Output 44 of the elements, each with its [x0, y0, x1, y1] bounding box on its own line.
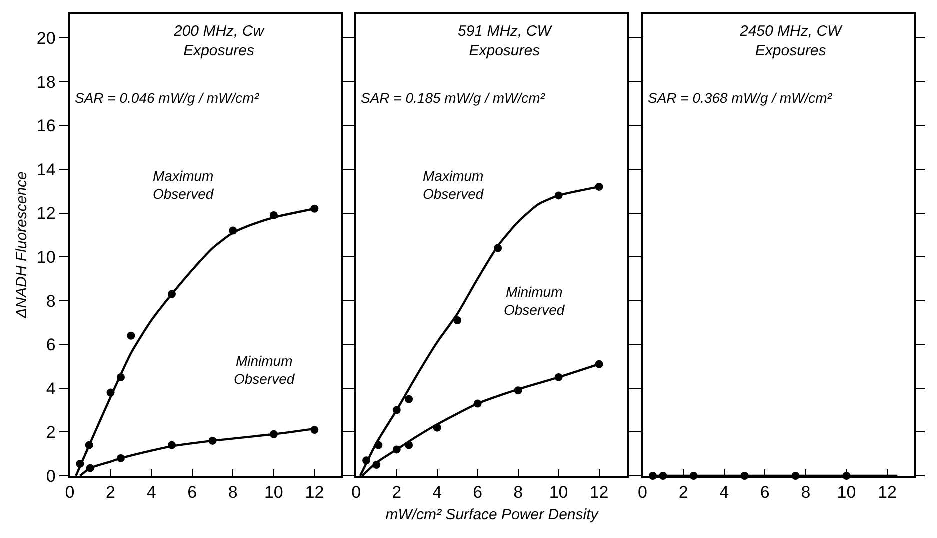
x-tick-label: 6 — [473, 483, 483, 502]
text: 591 MHz, CW Exposures — [458, 23, 554, 60]
x-tick-label: 2 — [678, 483, 688, 502]
annotation: Maximum Observed — [423, 168, 485, 202]
text: 200 MHz, Cw Exposures — [173, 23, 266, 60]
x-tick-label: 2 — [106, 483, 116, 502]
x-tick-label: 6 — [188, 483, 198, 502]
y-tick-label: 4 — [46, 379, 56, 398]
x-tick-label: 10 — [837, 483, 856, 502]
x-tick-label: 6 — [760, 483, 770, 502]
y-tick-label: 6 — [46, 336, 56, 355]
y-tick-label: 14 — [36, 160, 56, 180]
annotation: SAR = 0.046 mW/g / mW/cm² — [75, 90, 260, 106]
x-tick-label: 0 — [352, 483, 362, 502]
annotation: Minimum Observed — [504, 284, 566, 318]
y-tick-label: 2 — [46, 423, 56, 442]
x-tick-label: 0 — [638, 483, 648, 502]
x-tick-label: 12 — [878, 483, 897, 502]
y-tick-label: 12 — [36, 204, 56, 224]
y-tick-label: 18 — [36, 72, 56, 92]
x-tick-label: 4 — [720, 483, 730, 502]
x-tick-label: 12 — [305, 483, 324, 502]
annotation: SAR = 0.368 mW/g / mW/cm² — [648, 90, 834, 106]
y-axis-title: ΔNADH Fluorescence — [14, 172, 31, 320]
y-tick-label: 0 — [46, 466, 56, 486]
x-tick-label: 10 — [264, 483, 284, 502]
x-tick-label: 4 — [146, 483, 156, 502]
annotation: Maximum Observed — [153, 168, 215, 202]
x-tick-label: 8 — [801, 483, 811, 502]
x-tick-label: 10 — [549, 483, 568, 502]
annotation: SAR = 0.185 mW/g / mW/cm² — [361, 90, 546, 106]
x-tick-label: 4 — [432, 483, 442, 502]
x-tick-label: 0 — [65, 483, 75, 502]
x-tick-label: 2 — [392, 483, 402, 502]
x-tick-label: 8 — [514, 483, 524, 502]
y-tick-label: 16 — [36, 116, 56, 136]
x-axis-title: mW/cm² Surface Power Density — [386, 506, 600, 524]
y-tick-label: 10 — [36, 248, 56, 267]
y-tick-label: 20 — [36, 29, 56, 48]
annotation: Minimum Observed — [234, 353, 296, 388]
text: 2450 MHz, CW Exposures — [739, 23, 844, 60]
x-tick-label: 8 — [228, 483, 238, 502]
x-tick-label: 12 — [590, 483, 609, 502]
y-tick-label: 8 — [46, 292, 56, 311]
